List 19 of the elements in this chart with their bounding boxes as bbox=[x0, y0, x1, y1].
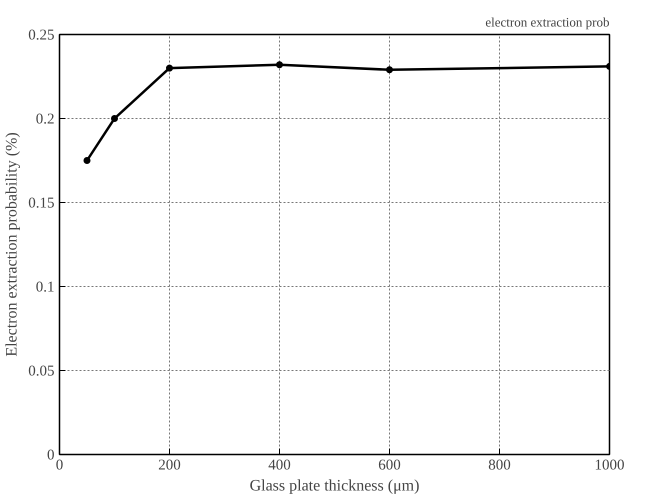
point bbox=[166, 64, 173, 72]
point bbox=[111, 115, 118, 122]
y-tick-label: 0 bbox=[47, 448, 54, 464]
y-tick-label: 0.15 bbox=[28, 196, 54, 212]
text: electron extraction prob bbox=[485, 14, 610, 30]
point bbox=[386, 66, 393, 74]
x-tick-label: 400 bbox=[268, 458, 291, 474]
y-axis-title: Electron extraction probability (%) bbox=[3, 132, 20, 357]
x-tick-label: 200 bbox=[158, 458, 181, 474]
x-tick-label: 800 bbox=[488, 458, 511, 474]
x-tick-label: 600 bbox=[378, 458, 401, 474]
point bbox=[84, 157, 90, 164]
y-tick-label: 0.2 bbox=[36, 112, 54, 128]
x-axis-title: Glass plate thickness (μm) bbox=[250, 478, 420, 494]
y-tick-label: 0.1 bbox=[36, 280, 54, 296]
x-tick-label: 1000 bbox=[594, 458, 624, 474]
point bbox=[276, 61, 283, 68]
y-tick-label: 0.05 bbox=[28, 364, 54, 380]
y-tick-label: 0.25 bbox=[28, 28, 54, 44]
